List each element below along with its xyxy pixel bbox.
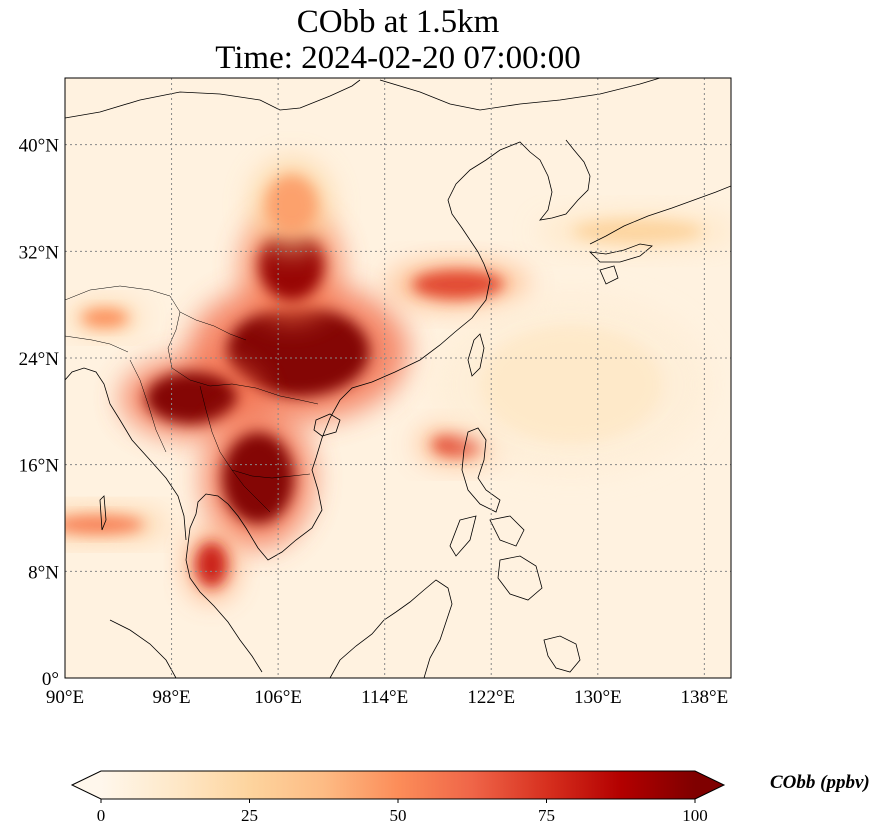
colorbar: 0 25 50 75 100 CObb (ppbv) [70, 770, 870, 825]
colorbar-min-extension [72, 771, 101, 799]
longitude-label: 98°E [152, 687, 190, 708]
latitude-label: 40°N [19, 136, 60, 157]
latitude-label: 16°N [19, 456, 60, 477]
lat-lon-gridlines [65, 78, 731, 678]
longitude-label: 138°E [681, 687, 729, 708]
plume [121, 358, 262, 438]
longitude-label: 130°E [574, 687, 622, 708]
latitude-label: 0° [42, 669, 59, 690]
plume [68, 304, 141, 332]
plume [387, 262, 528, 307]
colorbar-label: CObb (ppbv) [770, 772, 870, 793]
colorbar-tick-label: 25 [241, 806, 258, 825]
country-borders [65, 285, 319, 513]
longitude-label: 122°E [467, 687, 515, 708]
latitude-label: 32°N [19, 242, 60, 263]
map-area [65, 78, 731, 678]
plume [203, 408, 314, 548]
plume [537, 213, 731, 250]
latitude-label: 24°N [19, 349, 60, 370]
latitude-tick-labels: 0° 8°N 16°N 24°N 32°N 40°N [19, 136, 60, 690]
map-frame [64, 77, 732, 679]
longitude-label: 106°E [254, 687, 302, 708]
colorbar-max-extension [695, 771, 724, 799]
colorbar-tick-label: 0 [97, 806, 106, 825]
plume [187, 530, 236, 599]
colorbar-tick-label: 100 [682, 806, 708, 825]
colorbar-gradient [101, 771, 695, 799]
plume [65, 510, 169, 539]
colorbar-tick-label: 75 [538, 806, 555, 825]
co-concentration-field [65, 159, 731, 599]
plume [251, 159, 332, 250]
map-title: CObb at 1.5km [296, 4, 500, 40]
latitude-label: 8°N [28, 562, 59, 583]
longitude-tick-labels: 90°E 98°E 106°E 114°E 122°E 130°E 138°E [46, 687, 728, 708]
longitude-label: 114°E [361, 687, 408, 708]
map-subtitle-time: Time: 2024-02-20 07:00:00 [215, 40, 581, 76]
longitude-label: 90°E [46, 687, 84, 708]
colorbar-tick-labels: 0 25 50 75 100 [97, 799, 708, 825]
coastlines [65, 78, 731, 678]
plume [431, 294, 712, 475]
colorbar-tick-label: 50 [390, 806, 407, 825]
